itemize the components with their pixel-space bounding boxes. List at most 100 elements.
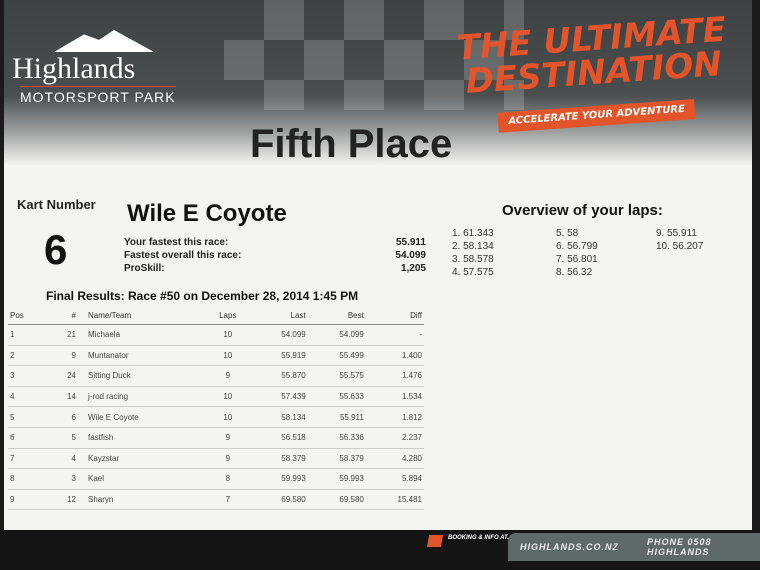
lap-time: 7. 56.801 bbox=[556, 254, 598, 265]
table-cell: 54.099 bbox=[307, 324, 366, 346]
table-cell: 5 bbox=[38, 427, 78, 449]
column-header: Last bbox=[249, 307, 308, 325]
stat-row: Fastest overall this race: 54.099 bbox=[124, 250, 426, 263]
footer: BOOKING & INFO AT... HIGHLANDS.CO.NZ PHO… bbox=[0, 530, 760, 570]
table-cell: 69.580 bbox=[249, 489, 308, 511]
phone: PHONE 0508 HIGHLANDS bbox=[647, 537, 712, 557]
table-cell: 3 bbox=[38, 468, 78, 490]
laps-overview-title: Overview of your laps: bbox=[502, 202, 663, 219]
driver-name: Wile E Coyote bbox=[127, 200, 287, 227]
table-cell: 55.633 bbox=[307, 386, 366, 408]
mountain-icon bbox=[54, 30, 154, 52]
table-row: 5 6 Wile E Coyote 10 58.134 55.911 1.812 bbox=[8, 406, 424, 428]
table-cell: 1.476 bbox=[365, 365, 424, 387]
table-cell: 4.280 bbox=[365, 448, 424, 470]
table-row: 4 14 j-rod racing 10 57.439 55.633 1.534 bbox=[8, 386, 424, 408]
table-cell: 14 bbox=[38, 386, 78, 408]
table-row: 6 5 fastfish 9 56.518 56.336 2.237 bbox=[8, 427, 424, 449]
website: HIGHLANDS.CO.NZ bbox=[520, 542, 619, 552]
table-cell: 4 bbox=[8, 386, 38, 408]
table-cell: 24 bbox=[38, 365, 78, 387]
table-cell: 1.400 bbox=[365, 345, 424, 367]
table-row: 8 3 Kael 8 59.993 59.993 5.894 bbox=[8, 468, 424, 490]
table-cell: 6 bbox=[8, 427, 38, 449]
table-cell: 58.134 bbox=[249, 406, 308, 428]
table-cell: 69.580 bbox=[307, 489, 366, 511]
results-sheet: Highlands MOTORSPORT PARK THE ULTIMATE D… bbox=[4, 0, 752, 530]
table-row: 1 21 Michaela 10 54.099 54.099- bbox=[8, 324, 424, 346]
table-cell: 54.099 bbox=[249, 324, 308, 346]
stat-value: 1,205 bbox=[400, 263, 426, 274]
column-header: Diff bbox=[365, 307, 424, 325]
driver-stats: Your fastest this race: 55.911 Fastest ov… bbox=[124, 237, 426, 276]
table-cell: 8 bbox=[205, 468, 250, 490]
lap-time: 1. 61.343 bbox=[452, 228, 494, 239]
kart-number: 6 bbox=[44, 226, 68, 273]
column-header: Name/Team bbox=[78, 307, 206, 325]
column-header: Best bbox=[307, 307, 366, 325]
column-header: # bbox=[38, 307, 78, 325]
lap-time: 2. 58.134 bbox=[452, 241, 494, 252]
table-cell: 55.919 bbox=[249, 345, 308, 367]
table-cell: 1.534 bbox=[365, 386, 424, 408]
table-cell: 57.439 bbox=[249, 386, 308, 408]
table-cell: 4 bbox=[38, 448, 78, 470]
table-cell: Sitting Duck bbox=[78, 365, 206, 387]
stat-row: ProSkill: 1,205 bbox=[124, 263, 426, 276]
table-cell: 7 bbox=[8, 448, 38, 470]
table-cell: Muntanator bbox=[78, 345, 206, 367]
highlands-logo: Highlands MOTORSPORT PARK bbox=[12, 30, 176, 105]
lap-time: 3. 58.578 bbox=[452, 254, 494, 265]
results-table: Pos # Name/Team Laps Last Best Diff 1 21 Michael… bbox=[8, 307, 424, 511]
table-cell: 9 bbox=[205, 448, 250, 470]
table-cell: 55.575 bbox=[307, 365, 366, 387]
brand-subtitle: MOTORSPORT PARK bbox=[20, 86, 176, 105]
table-cell: j-rod racing bbox=[78, 386, 206, 408]
table-cell: 59.993 bbox=[307, 468, 366, 490]
table-row: 9 12 Sharyn 7 69.580 69.580 15.481 bbox=[8, 489, 424, 511]
table-cell: 15.481 bbox=[365, 489, 424, 511]
brand-name: Highlands bbox=[12, 52, 136, 85]
lap-time: 4. 57.575 bbox=[452, 267, 494, 278]
table-cell: - bbox=[365, 324, 424, 346]
table-cell: 8 bbox=[8, 468, 38, 490]
stat-label: Your fastest this race: bbox=[124, 237, 229, 248]
stat-label: Fastest overall this race: bbox=[124, 250, 242, 261]
stat-label: ProSkill: bbox=[124, 263, 165, 274]
table-cell: 10 bbox=[205, 386, 250, 408]
kart-number-label: Kart Number bbox=[17, 197, 96, 212]
laps-list: 1. 61.343 2. 58.134 3. 58.578 4. 57.575 5. 5… bbox=[452, 228, 726, 280]
table-cell: 2 bbox=[8, 345, 38, 367]
booking-text: BOOKING & INFO AT... bbox=[428, 535, 512, 542]
lap-time: 5. 58 bbox=[556, 228, 579, 239]
table-cell: 10 bbox=[205, 406, 250, 428]
table-row: 2 9 Muntanator 10 55.919 55.499 1.400 bbox=[8, 345, 424, 367]
table-cell: 55.911 bbox=[307, 406, 366, 428]
table-cell: 56.336 bbox=[307, 427, 366, 449]
table-cell: Kael bbox=[78, 468, 206, 490]
header-band bbox=[4, 0, 752, 170]
table-cell: 12 bbox=[38, 489, 78, 511]
slogan: THE ULTIMATE DESTINATION ACCELERATE YOUR… bbox=[455, 10, 732, 136]
table-cell: 58.379 bbox=[249, 448, 308, 470]
table-cell: 9 bbox=[8, 489, 38, 511]
table-cell: 6 bbox=[38, 406, 78, 428]
table-cell: 56.518 bbox=[249, 427, 308, 449]
final-results-heading: Final Results: Race #50 on December 28, … bbox=[46, 289, 359, 303]
lap-time: 8. 56.32 bbox=[556, 267, 593, 278]
table-cell: 1 bbox=[8, 324, 38, 346]
lap-time: 10. 56.207 bbox=[656, 241, 704, 252]
lap-time: 6. 56.799 bbox=[556, 241, 598, 252]
table-cell: 3 bbox=[8, 365, 38, 387]
stat-value: 54.099 bbox=[395, 250, 426, 261]
table-cell: Wile E Coyote bbox=[78, 406, 206, 428]
lap-time: 9. 55.911 bbox=[656, 228, 697, 239]
table-cell: 9 bbox=[38, 345, 78, 367]
footer-contact: HIGHLANDS.CO.NZ PHONE 0508 HIGHLANDS bbox=[508, 533, 760, 561]
stat-value: 55.911 bbox=[395, 237, 426, 248]
table-row: 3 24 Sitting Duck 9 55.870 55.575 1.476 bbox=[8, 365, 424, 387]
table-cell: 59.993 bbox=[249, 468, 308, 490]
table-cell: Sharyn bbox=[78, 489, 206, 511]
table-cell: 5.894 bbox=[365, 468, 424, 490]
page-title: Fifth Place bbox=[250, 122, 453, 166]
